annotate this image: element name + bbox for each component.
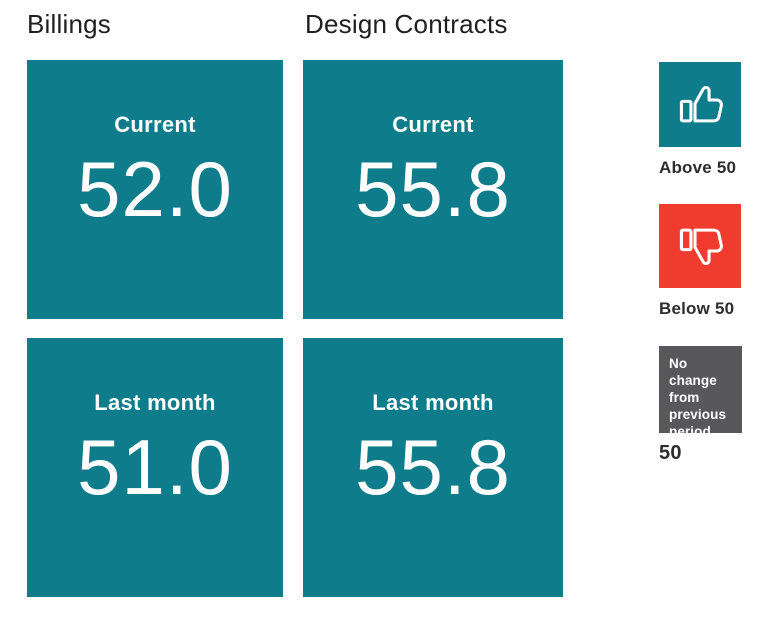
tile-design-contracts-current: Current 55.8 — [303, 60, 563, 319]
tile-label: Current — [114, 112, 196, 137]
tile-label: Last month — [94, 390, 216, 415]
tile-billings-current: Current 52.0 — [27, 60, 283, 319]
thumbs-up-icon — [679, 85, 723, 122]
legend-below-50-box — [659, 204, 741, 288]
tile-design-contracts-last-month: Last month 55.8 — [303, 338, 563, 597]
tile-billings-last-month: Last month 51.0 — [27, 338, 283, 597]
legend-above-50-box — [659, 62, 741, 147]
tile-label: Current — [392, 112, 474, 137]
thumbs-down-icon — [679, 228, 723, 265]
tile-value: 55.8 — [355, 423, 511, 511]
legend-below-50-label: Below 50 — [659, 299, 735, 318]
legend: Above 50 Below 50 No change from previou… — [659, 62, 745, 463]
column-title-design-contracts: Design Contracts — [305, 9, 508, 39]
tile-value: 51.0 — [77, 423, 233, 511]
legend-no-change-box: No change from previous period — [659, 346, 742, 439]
tile-label: Last month — [372, 390, 494, 415]
column-title-billings: Billings — [27, 9, 111, 39]
tile-value: 55.8 — [355, 145, 511, 233]
legend-no-change-text: No change from previous period — [669, 356, 727, 439]
legend-no-change-value: 50 — [659, 442, 682, 464]
tile-value: 52.0 — [77, 145, 233, 233]
legend-above-50-label: Above 50 — [659, 158, 737, 177]
